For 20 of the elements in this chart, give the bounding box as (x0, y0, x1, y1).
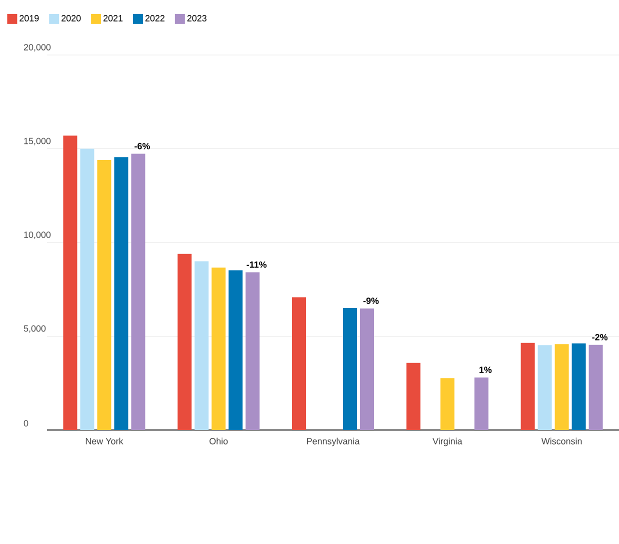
legend-label: 2023 (187, 15, 206, 22)
x-tick-label: Ohio (210, 438, 228, 444)
x-tick-label: Wisconsin (541, 438, 582, 444)
legend-label: 2019 (20, 15, 39, 22)
annotation: 1% (479, 366, 492, 373)
legend-label: 2020 (62, 15, 81, 22)
y-tick-label: 15,000 (24, 138, 51, 146)
x-tick-label: Virginia (432, 438, 462, 446)
y-tick-label: 0 (24, 420, 28, 426)
annotation: -11% (246, 261, 267, 268)
legend-label: 2021 (103, 15, 123, 22)
y-tick-label: 10,000 (24, 232, 51, 239)
y-tick-label: 5,000 (24, 325, 46, 333)
x-tick-label: New York (86, 438, 124, 444)
y-tick-label: 20,000 (24, 44, 51, 52)
x-tick-label: Pennsylvania (307, 438, 360, 446)
annotation: -9% (363, 298, 379, 304)
annotation: -2% (592, 334, 608, 340)
annotation: -6% (134, 142, 150, 150)
legend-label: 2022 (145, 15, 164, 22)
